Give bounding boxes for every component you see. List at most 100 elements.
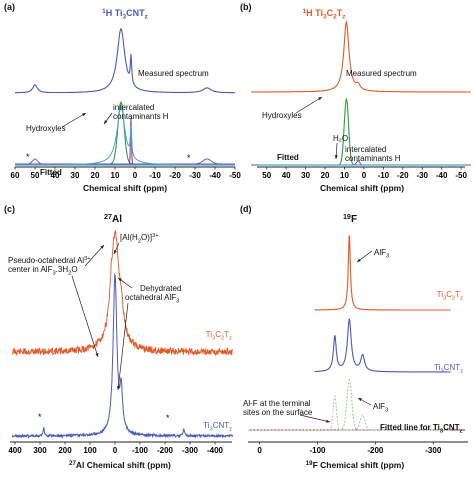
panel-c-aqua-label: [Al(H2O)]3+ xyxy=(120,233,159,245)
panel-a-measured-label: Measured spectrum xyxy=(138,69,209,78)
panel-d-xlabel: 19F Chemical shift (ppm) xyxy=(306,460,405,470)
panel-b-tick-label: -50 xyxy=(455,171,467,180)
panel-d-terminal-arrow xyxy=(299,414,331,423)
panel-a-label: (a) xyxy=(4,2,15,12)
panel-a-tick-label: 40 xyxy=(51,171,60,180)
panel-d-series-ti3cntz xyxy=(314,318,451,373)
panel-c-star-right: * xyxy=(166,413,170,423)
panel-d-fit-terminal-1 xyxy=(248,394,451,431)
panel-b-tick-label: 40 xyxy=(282,171,291,180)
panel-b-contaminants-label-1: intercalated xyxy=(345,145,386,154)
panel-d-tick-label: -300 xyxy=(425,446,442,455)
panel-b-tick-label: 30 xyxy=(301,171,310,180)
panel-a-tick-label: 10 xyxy=(111,171,120,180)
panel-a-hydroxyles-arrow xyxy=(61,112,87,128)
panel-a-contaminants-label-2: contaminants H xyxy=(113,112,169,121)
panel-d-terminal-label-1: Al-F at the terminal xyxy=(243,399,311,408)
panel-d-terminal-arrow-head xyxy=(326,419,330,423)
panel-c-dehyd-arrow-2 xyxy=(117,302,129,391)
panel-a-tick-label: 60 xyxy=(11,171,20,180)
panel-a-star-left: * xyxy=(26,152,30,162)
panel-b-title: 1H Ti3C2Tz xyxy=(303,8,346,21)
panel-c-tick-label: -200 xyxy=(157,446,174,455)
panel-c-series-label-ti3c2tz: Ti3C2Tz xyxy=(206,330,232,342)
panel-c-dehyd-label-1: Dehydrated xyxy=(140,284,181,293)
panel-c-label: (c) xyxy=(4,204,15,214)
panel-b-hydroxyles-arrow-head xyxy=(318,97,322,101)
panel-a-tick-label: 0 xyxy=(133,171,138,180)
panel-a-contaminants-label-1: intercalated xyxy=(113,103,154,112)
panel-c-dehyd-label-2: octahedral AlF3 xyxy=(125,293,179,305)
panel-a-tick-label: -10 xyxy=(149,171,161,180)
panel-d-alf3-arrow-top-head xyxy=(357,258,361,262)
panel-b-h2o-arrow-head xyxy=(334,155,338,159)
panel-c-tick-label: 300 xyxy=(33,446,47,455)
panel-c-pseudo-label-1: Pseudo-octahedral Al3+ xyxy=(8,256,91,265)
panel-c-series-ti3c2tz xyxy=(12,230,233,357)
panel-a-star-right: * xyxy=(187,153,191,163)
panel-c-pseudo-arrow-2 xyxy=(71,275,99,358)
panel-d-fit-alf3 xyxy=(248,379,451,431)
panel-c-tick-label: 100 xyxy=(83,446,97,455)
panel-b-label: (b) xyxy=(240,2,252,12)
panel-a-hydroxyles-label: Hydroxyles xyxy=(26,124,66,133)
panel-c-tick-label: -400 xyxy=(207,446,224,455)
panel-c-star-left: * xyxy=(38,412,42,422)
panel-c-pseudo-label-2: center in AlF3.3H2O xyxy=(8,265,78,277)
panel-b-tick-label: 50 xyxy=(262,171,271,180)
panel-b-measured-label: Measured spectrum xyxy=(346,69,417,78)
panel-a-fitted-label: Fitted xyxy=(40,168,62,177)
panel-b-h2o-label: H₂O xyxy=(333,134,348,143)
panel-a-tick-label: 20 xyxy=(91,171,100,180)
panel-d-label: (d) xyxy=(240,204,252,214)
panel-b-tick-label: -40 xyxy=(436,171,448,180)
panel-b-tick-label: -30 xyxy=(416,171,428,180)
panel-d-alf3-label-top: AlF3 xyxy=(374,248,389,260)
panel-a-tick-label: -20 xyxy=(169,171,181,180)
panel-c-series-ti3cntz xyxy=(12,272,233,439)
panel-a-tick-label: 50 xyxy=(31,171,40,180)
panel-a-measured-line xyxy=(15,27,235,94)
panel-b-tick-label: -20 xyxy=(397,171,409,180)
panel-c-title: 27Al xyxy=(104,212,122,225)
panel-c-pseudo-arrow-2-head xyxy=(95,353,99,357)
panel-d-tick-label: -100 xyxy=(309,446,326,455)
panel-c-dehyd-arrow-2-head xyxy=(116,386,120,390)
panel-b-contaminants-label-2: contaminants H xyxy=(345,154,401,163)
panel-a-xlabel: Chemical shift (ppm) xyxy=(83,183,167,193)
panel-d-alf3-label-bottom: AlF3 xyxy=(373,402,388,414)
panel-c-aqua-arrow-head xyxy=(114,250,117,254)
panel-c-pseudo-arrow-1-head xyxy=(100,245,104,249)
panel-a-tick-label: 30 xyxy=(71,171,80,180)
panel-b-measured-line xyxy=(251,20,471,93)
panel-c-series-label-ti3cntz: Ti3CNTz xyxy=(203,421,232,433)
panel-d-series-ti3c2tz xyxy=(314,235,451,311)
panel-c-tick-label: 200 xyxy=(58,446,72,455)
panel-a-title: 1H Ti3CNTz xyxy=(102,8,148,21)
panel-b-tick-label: 10 xyxy=(340,171,349,180)
panel-c-tick-label: -300 xyxy=(182,446,199,455)
panel-c-pseudo-arrow-1 xyxy=(84,244,105,267)
panel-b-tick-label: -10 xyxy=(378,171,390,180)
panel-d-tick-label: 0 xyxy=(257,446,262,455)
panel-d-title: 19F xyxy=(343,212,357,225)
panel-d-tick-label: -200 xyxy=(367,446,384,455)
panel-d-series-label-ti3c2tz: Ti3C2Tz xyxy=(437,290,463,302)
panel-a-sideband-fit xyxy=(15,158,235,165)
panel-c-xlabel: 27Al Chemical shift (ppm) xyxy=(69,460,171,470)
panel-b-hydroxyles-arrow xyxy=(295,96,323,114)
panel-c-tick-label: 0 xyxy=(113,446,118,455)
panel-d-alf3-arrow-bottom-head xyxy=(358,398,362,402)
panel-a-tick-label: -50 xyxy=(229,171,241,180)
panel-b-hydroxyles-label: Hydroxyles xyxy=(262,111,302,120)
panel-a-contaminants-arrow-head xyxy=(104,120,108,124)
panel-a-tick-label: -30 xyxy=(189,171,201,180)
panel-d-fitted-label: Fitted line for Ti3CNTz xyxy=(380,423,463,435)
panel-b-tick-label: 0 xyxy=(362,171,367,180)
panel-a-tick-label: -40 xyxy=(209,171,221,180)
panel-d-terminal-label-2: sites on the surface xyxy=(243,408,313,417)
panel-c-tick-label: -100 xyxy=(132,446,149,455)
panel-b-fitted-label: Fitted xyxy=(277,153,299,162)
panel-d-series-label-ti3cntz: Ti3CNTz xyxy=(434,363,463,375)
